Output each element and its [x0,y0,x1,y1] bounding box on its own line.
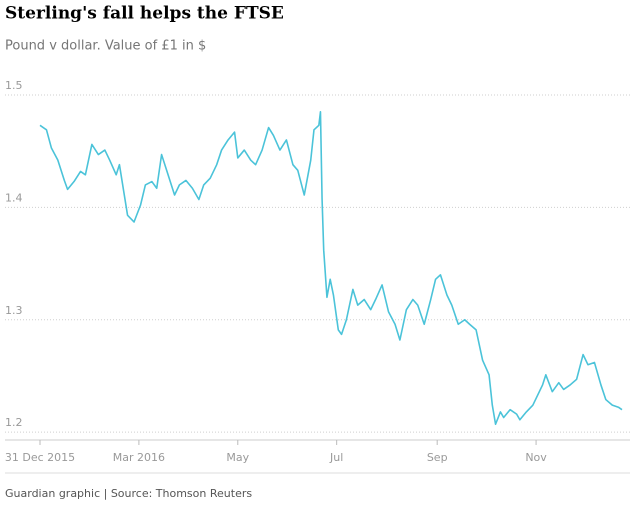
x-tick-label: Nov [525,451,547,464]
y-tick-label: 1.3 [5,304,23,317]
source: Guardian graphic | Source: Thomson Reute… [5,487,252,500]
x-tick-label: Mar 2016 [113,451,165,464]
x-tick-label: May [226,451,249,464]
line [39,111,623,426]
y-tick-label: 1.4 [5,191,23,204]
chart-subtitle: Pound v dollar. Value of £1 in $ [5,39,206,54]
y-tick-label: 1.5 [5,79,23,92]
chart-title: Sterling's fall helps the FTSE [5,4,284,24]
y-tick-label: 1.2 [5,416,23,429]
x-tick-label: Sep [427,451,448,464]
x-tick-label: 31 Dec 2015 [5,451,75,464]
x-tick-label: Jul [329,451,343,464]
